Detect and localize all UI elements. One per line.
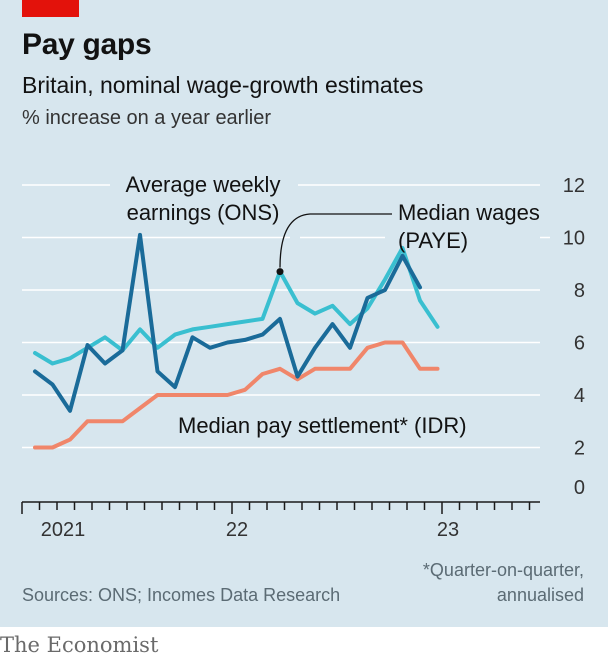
x-axis: 2021 22 23 [21,501,540,541]
chart-subtitle: Britain, nominal wage-growth estimates [22,72,424,98]
x-tick-label: 22 [226,519,248,541]
chart-title: Pay gaps [22,28,152,61]
annotations: Average weekly earnings (ONS) Median wages… [126,172,540,438]
footnote: *Quarter-on-quarter, annualised [423,558,584,608]
chart-panel [0,0,608,627]
ons-label-line-1: Average weekly [126,172,281,197]
y-tick-label: 12 [563,175,585,197]
paye-leader-dot [276,268,284,276]
series-line-2 [33,340,440,450]
brand-accent-tab [22,0,79,17]
chart-unit: % increase on a year earlier [22,107,272,129]
line-chart: 2 4 6 8 10 12 0 2021 22 23 Average weekly earning… [21,172,585,541]
gridlines: 2 4 6 8 10 12 0 [22,175,585,499]
x-tick-label: 2021 [41,519,86,541]
paye-leader-line [279,213,392,268]
series-lines [33,232,440,450]
ons-label-line-2: earnings (ONS) [127,200,280,225]
brand-logo-text: The Economist [0,633,159,657]
footnote-line-1: *Quarter-on-quarter, [422,560,584,580]
x-tick-label: 23 [437,519,459,541]
y-tick-label: 0 [574,477,585,499]
paye-label-line-1: Median wages [398,200,540,225]
paye-label-line-2: (PAYE) [398,228,468,253]
y-tick-label: 6 [574,333,585,355]
y-tick-label: 2 [574,438,585,460]
series-line-1 [33,246,440,366]
y-tick-label: 8 [574,280,585,302]
series-line-0 [33,232,422,413]
y-tick-label: 4 [574,385,585,407]
y-tick-label: 10 [563,228,585,250]
footnote-line-2: annualised [496,585,584,605]
idr-label: Median pay settlement* (IDR) [178,413,467,438]
source-note: Sources: ONS; Incomes Data Research [22,585,341,605]
